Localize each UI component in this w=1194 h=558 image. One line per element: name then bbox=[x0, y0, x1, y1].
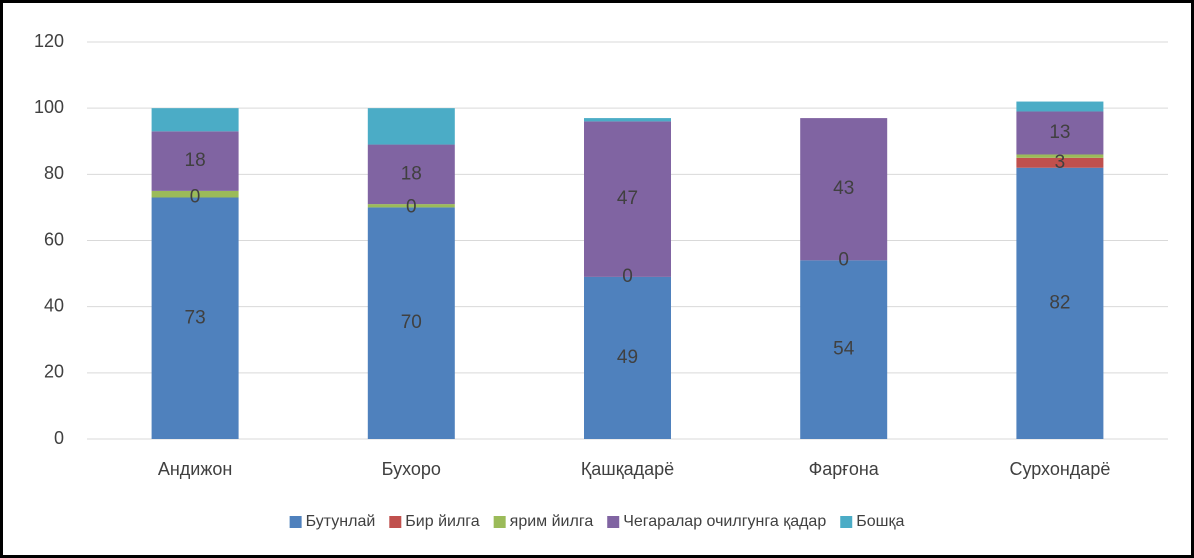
y-tick-label: 80 bbox=[44, 163, 64, 183]
bar-segment bbox=[151, 197, 239, 439]
bar-segment bbox=[1016, 111, 1104, 155]
y-tick-label: 120 bbox=[34, 31, 64, 51]
data-label: 43 bbox=[833, 178, 854, 199]
legend-label: Бошқа bbox=[856, 513, 904, 530]
data-label: 0 bbox=[838, 249, 849, 270]
legend-swatch bbox=[289, 516, 302, 528]
x-tick-label: Сурхондарё bbox=[1009, 459, 1110, 479]
data-label: 3 bbox=[1055, 152, 1066, 173]
x-tick-label: Бухоро bbox=[382, 459, 441, 479]
bar-segment bbox=[367, 207, 455, 439]
bar-segment bbox=[367, 144, 455, 205]
data-label: 82 bbox=[1049, 292, 1070, 313]
legend-label: ярим йилга bbox=[510, 513, 594, 530]
data-label: 13 bbox=[1049, 122, 1070, 143]
bar-segment bbox=[584, 121, 671, 277]
legend-label: Бутунлай bbox=[306, 513, 376, 530]
bar-segment bbox=[584, 276, 671, 439]
legend-swatch bbox=[389, 516, 402, 528]
data-label: 18 bbox=[401, 163, 422, 184]
x-tick-label: Қашқадарё bbox=[581, 459, 674, 479]
data-label: 18 bbox=[185, 150, 206, 171]
legend-label: Бир йилга bbox=[405, 513, 479, 530]
data-label: 0 bbox=[190, 187, 201, 208]
data-label: 0 bbox=[622, 266, 633, 287]
y-tick-label: 60 bbox=[44, 229, 64, 249]
bar-segment bbox=[151, 131, 239, 191]
bar-segment bbox=[1016, 154, 1104, 158]
y-tick-label: 0 bbox=[54, 428, 64, 448]
data-label: 0 bbox=[406, 196, 417, 217]
bar-segment bbox=[367, 204, 455, 208]
data-label: 73 bbox=[185, 307, 206, 328]
bar-segment bbox=[1016, 167, 1104, 439]
data-label: 49 bbox=[617, 347, 638, 368]
bar-segment bbox=[1016, 157, 1104, 168]
bar-segment bbox=[800, 118, 888, 261]
data-label: 70 bbox=[401, 312, 422, 333]
data-label: 47 bbox=[617, 188, 638, 209]
bar-segment bbox=[800, 260, 888, 439]
x-tick-label: Андижон bbox=[158, 459, 233, 479]
y-tick-label: 20 bbox=[44, 362, 64, 382]
legend-label: Чегаралар очилгунга қадар bbox=[623, 513, 826, 530]
bar-segment bbox=[584, 118, 671, 122]
bar-segment bbox=[367, 108, 455, 145]
bar-segment bbox=[151, 190, 239, 198]
legend-swatch bbox=[493, 516, 506, 528]
bar-segment bbox=[151, 108, 239, 132]
legend-swatch bbox=[607, 516, 620, 528]
x-tick-label: Фарғона bbox=[809, 459, 880, 479]
y-tick-label: 100 bbox=[34, 97, 64, 117]
bar-segment bbox=[1016, 101, 1104, 112]
y-tick-label: 40 bbox=[44, 295, 64, 315]
legend-swatch bbox=[840, 516, 853, 528]
data-label: 54 bbox=[833, 339, 855, 360]
